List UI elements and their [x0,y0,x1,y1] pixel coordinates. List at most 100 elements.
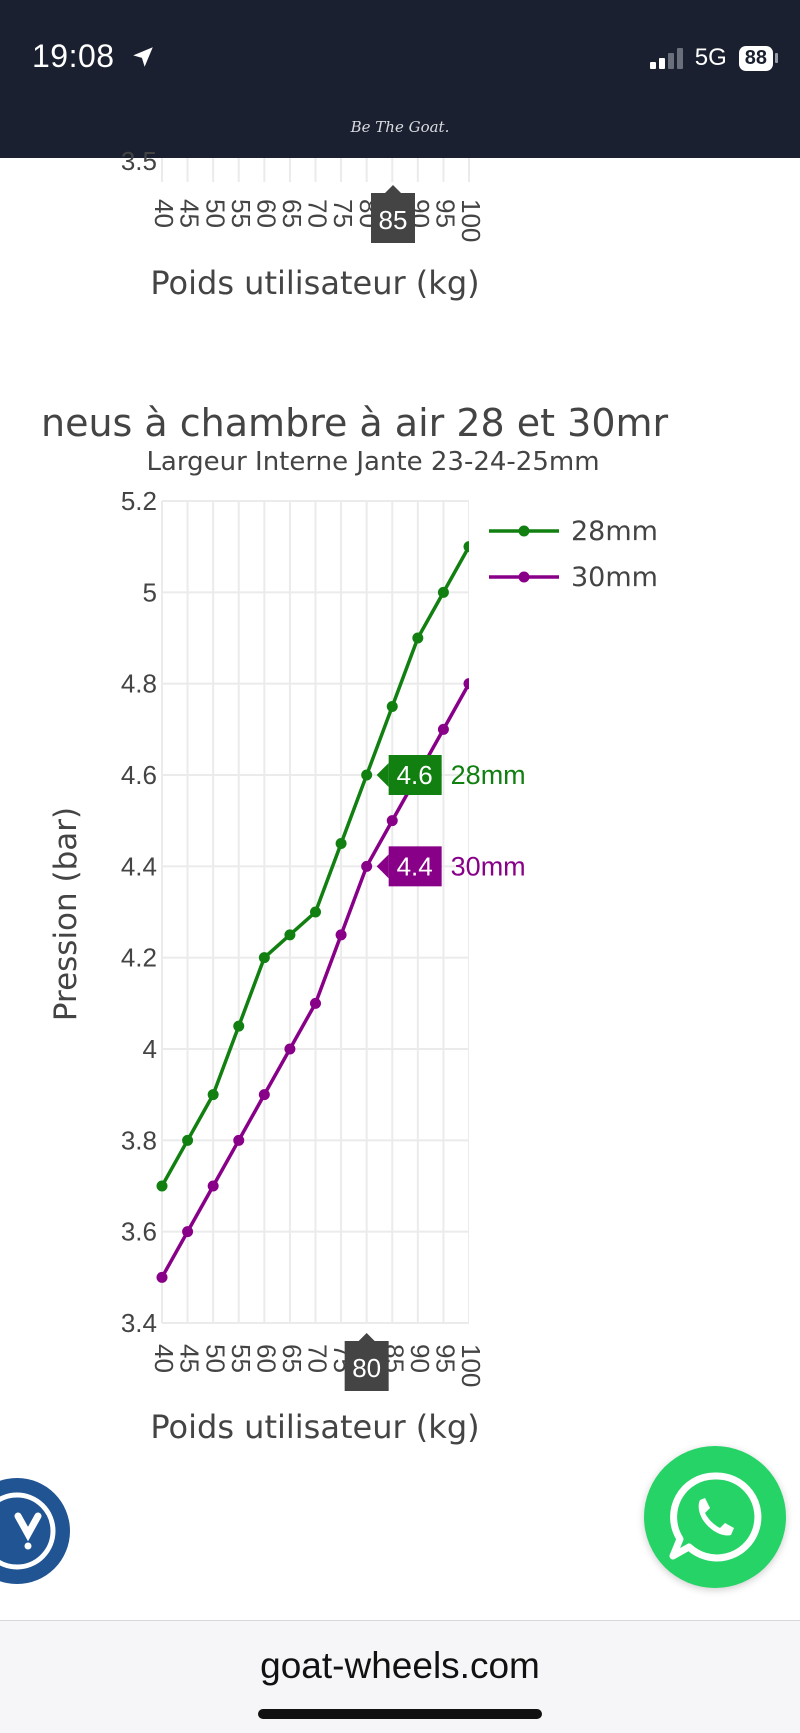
url-domain[interactable]: goat-wheels.com [260,1645,540,1686]
y-tick-label: 4 [143,1034,157,1064]
x-tick-label: 90 [405,1344,435,1373]
hover-value: 4.6 [397,760,433,790]
x-tick-label: 65 [277,1344,307,1373]
whatsapp-button[interactable] [644,1446,786,1588]
top-chart-y-tick: 3.5 [121,146,157,176]
accessibility-icon [0,1492,56,1570]
top-chart-x-axis-label: Poids utilisateur (kg) [150,264,479,302]
x-axis-ticks: 404550556065707580859095100 [149,1344,486,1387]
status-time: 19:08 [32,38,156,75]
data-point [437,723,449,735]
x-tick-label: 40 [149,199,179,228]
accessibility-button[interactable] [0,1478,70,1584]
data-point [182,1226,194,1238]
y-tick-label: 3.8 [121,1125,157,1155]
data-point [361,860,373,872]
hover-box [388,846,442,887]
data-point [335,929,347,941]
top-chart-hover-label: 85 [371,185,415,243]
network-type: 5G [694,44,727,71]
chart-subtitle: Largeur Interne Jante 23-24-25mm [146,447,599,477]
page-charts: 3.5 404550556065707580859095100 85 Poids… [0,146,800,1446]
chart-title: neus à chambre à air 28 et 30mr [41,401,669,445]
data-point [258,952,270,964]
y-tick-label: 4.2 [121,943,157,973]
data-point [207,1089,219,1101]
legend-label: 28mm [571,516,658,547]
hover-pointer [376,763,389,787]
status-indicators: 5G 88 [649,44,778,72]
x-tick-label: 65 [277,199,307,228]
data-point [233,1020,245,1032]
plot-edge [469,491,475,1333]
data-point [207,1180,219,1192]
data-point [310,997,321,1009]
x-tick-label: 100 [456,199,486,242]
hover-pointer [376,854,389,879]
x-tick-label: 95 [431,1344,461,1373]
status-bar: 19:08 5G 88 Be The Goat. [0,0,800,158]
data-point [156,1180,168,1192]
y-tick-label: 4.8 [121,669,157,699]
legend-marker [518,571,530,583]
legend-marker [518,525,530,537]
data-point [310,906,321,918]
x-tick-label: 45 [175,199,205,228]
data-point [412,632,424,644]
battery-icon: 88 [738,45,778,71]
signal-icon [649,47,683,69]
x-tick-label: 60 [251,199,281,228]
data-point [182,1134,194,1146]
legend-label: 30mm [571,562,658,593]
top-chart-x-ticks: 404550556065707580859095100 [149,199,486,242]
battery-level: 88 [738,45,773,71]
hover-value: 4.4 [397,851,433,881]
top-chart-grid [161,158,470,182]
data-point [156,1271,168,1283]
chart-grid [161,500,470,1324]
x-tick-label: 70 [303,199,333,228]
data-point [386,815,398,827]
browser-bottom-bar: goat-wheels.com [0,1620,800,1733]
x-tick-label: 75 [328,199,358,228]
y-tick-label: 5.2 [121,486,157,516]
y-axis-ticks: 3.4 3.6 3.8 4 4.2 4.4 4.6 4.8 5 5.2 [121,486,157,1338]
x-axis-label: Poids utilisateur (kg) [150,1408,479,1446]
y-axis-label: Pression (bar) [48,807,84,1021]
x-tick-label: 40 [149,1344,179,1373]
hover-x-pointer [358,1333,375,1341]
data-point [386,701,398,712]
hover-x-box [344,1341,389,1391]
x-tick-label: 55 [226,199,256,228]
hover-box [388,755,442,795]
main-chart: neus à chambre à air 28 et 30mr Largeur … [0,395,800,1446]
x-tick-label: 70 [303,1344,333,1373]
data-point [284,929,296,941]
x-tick-label: 55 [226,1344,256,1373]
top-chart: 3.5 404550556065707580859095100 85 Poids… [121,146,486,302]
data-point [437,586,449,598]
x-tick-label: 100 [456,1344,486,1387]
data-point [335,838,347,849]
y-tick-label: 5 [143,577,157,607]
x-tick-label: 45 [175,1344,205,1373]
whatsapp-icon [669,1472,762,1562]
y-tick-label: 3.6 [121,1217,157,1247]
y-tick-label: 3.4 [121,1308,157,1338]
top-hover-value: 85 [379,205,408,235]
x-tick-label: 50 [200,199,230,228]
data-point [284,1043,296,1055]
y-tick-label: 4.6 [121,760,157,790]
data-point [258,1089,270,1101]
clock: 19:08 [32,38,115,74]
x-tick-label: 95 [431,199,461,228]
data-point [233,1134,245,1146]
hover-series-name: 30mm [451,851,526,881]
hover-x-value: 80 [352,1353,381,1383]
hover-series-name: 28mm [451,760,526,790]
home-indicator [258,1709,542,1719]
data-point [361,769,373,781]
x-tick-label: 50 [200,1344,230,1373]
chart-legend[interactable]: 28mm 30mm [489,516,658,593]
site-tagline: Be The Goat. [350,118,450,136]
